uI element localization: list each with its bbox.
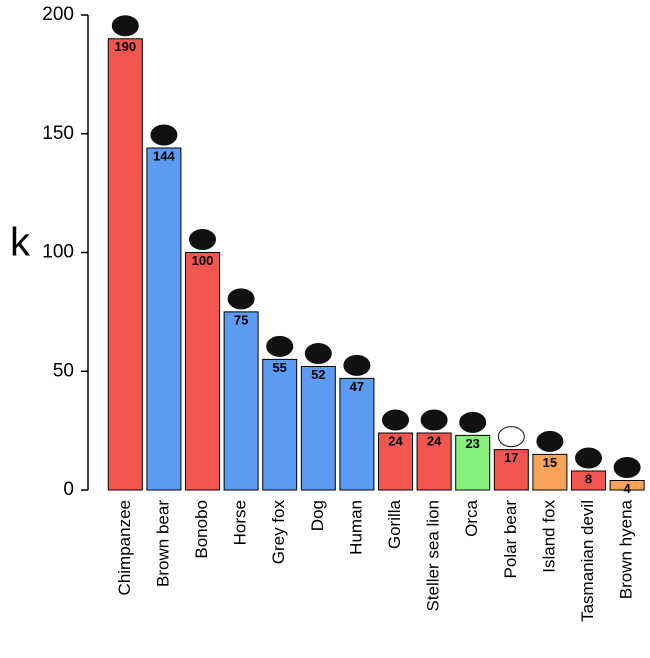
value-label: 144 [153,148,175,163]
x-tick-label: Grey fox [269,500,288,565]
bar [107,38,143,491]
value-label: 15 [543,455,557,470]
animal-icon [575,447,602,469]
value-label: 23 [465,436,479,451]
animal-icon [111,15,139,37]
bar [571,470,606,491]
x-tick-label: Orca [462,499,481,536]
animal-icon [382,409,409,431]
y-tick-label: 150 [42,123,74,144]
x-tick-label: Brown bear [153,500,172,587]
animal-icon [343,354,371,376]
value-label: 75 [234,312,248,327]
value-label: 17 [504,450,518,465]
bar [339,377,375,491]
x-tick-label: Steller sea lion [424,500,443,612]
x-tick-label: Brown hyena [617,499,636,599]
x-tick-label: Polar bear [501,500,520,579]
value-label: 24 [427,433,442,448]
x-tick-label: Island fox [539,500,558,573]
bar [532,453,568,491]
animal-icon [150,124,178,146]
x-tick-label: Bonobo [192,500,211,559]
bar [378,432,413,491]
animal-icon [497,426,525,448]
y-tick-label: 100 [42,242,74,263]
bar [300,366,336,491]
value-label: 52 [311,367,325,382]
animal-icon [613,457,641,478]
bar [223,311,259,491]
animal-icon [189,229,216,250]
animal-icon [536,430,564,452]
x-tick-label: Tasmanian devil [578,500,597,622]
animal-icon [304,343,332,364]
animal-icon [266,335,294,357]
x-tick-label: Gorilla [385,499,404,549]
animal-icon [420,409,448,431]
value-label: 47 [350,379,364,394]
bar [146,147,182,491]
animal-icon [227,288,255,310]
value-label: 8 [585,471,592,486]
bar [493,449,529,491]
value-label: 55 [272,360,286,375]
bar [416,432,452,491]
y-tick-label: 0 [63,479,74,500]
animal-icon [459,411,487,433]
y-tick-label: 200 [42,4,74,25]
value-label: 4 [623,481,631,496]
bar [609,480,645,491]
y-axis-label: k [10,221,31,265]
value-label: 24 [388,433,403,448]
x-tick-label: Human [346,500,365,555]
y-tick-label: 50 [53,360,74,381]
value-label: 100 [192,253,214,268]
x-tick-label: Chimpanzee [115,500,134,595]
bar [455,434,491,491]
value-label: 190 [114,39,136,54]
x-tick-label: Horse [231,500,250,545]
x-tick-label: Dog [308,500,327,531]
bar [262,358,298,491]
bar [185,252,220,491]
